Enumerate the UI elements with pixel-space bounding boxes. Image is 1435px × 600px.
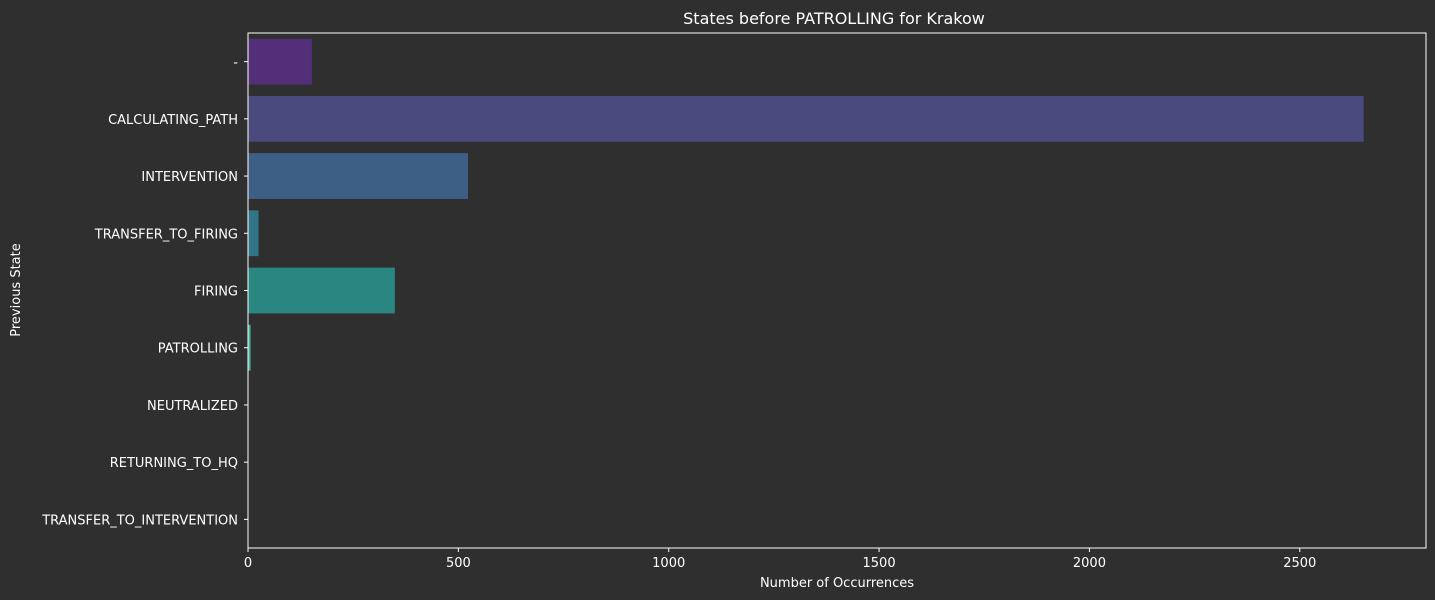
y-tick-label: FIRING (194, 285, 238, 300)
bar-4 (248, 267, 395, 314)
y-tick-labels: - CALCULATING_PATH INTERVENTION TRANSFER_TO… (41, 56, 248, 528)
x-tick-label: 1500 (863, 556, 896, 571)
y-tick-label: INTERVENTION (141, 170, 238, 185)
x-tick-label: 2500 (1283, 556, 1316, 571)
x-tick-label: 500 (446, 556, 471, 571)
bar-1 (248, 95, 1364, 142)
y-tick-label: RETURNING_TO_HQ (110, 456, 238, 471)
plot-frame (247, 32, 1427, 549)
bar-0 (248, 38, 312, 85)
y-tick-label: - (233, 56, 238, 71)
x-tick-label: 2000 (1073, 556, 1106, 571)
bars-group (248, 38, 1364, 543)
y-tick-label: PATROLLING (158, 342, 238, 357)
x-tick-label: 1000 (652, 556, 685, 571)
y-tick-label: NEUTRALIZED (147, 399, 238, 414)
x-tick-labels: 0 500 1000 1500 2000 2500 (244, 548, 1316, 571)
y-axis-label: Previous State (9, 243, 24, 336)
x-tick-label: 0 (244, 556, 252, 571)
bar-5 (248, 324, 251, 371)
bar-3 (248, 210, 259, 257)
y-tick-label: TRANSFER_TO_INTERVENTION (41, 513, 238, 528)
bar-2 (248, 153, 469, 199)
x-axis-label: Number of Occurrences (760, 576, 914, 591)
chart-title: States before PATROLLING for Krakow (683, 9, 985, 28)
y-tick-label: CALCULATING_PATH (108, 113, 238, 128)
y-tick-label: TRANSFER_TO_FIRING (94, 227, 238, 242)
